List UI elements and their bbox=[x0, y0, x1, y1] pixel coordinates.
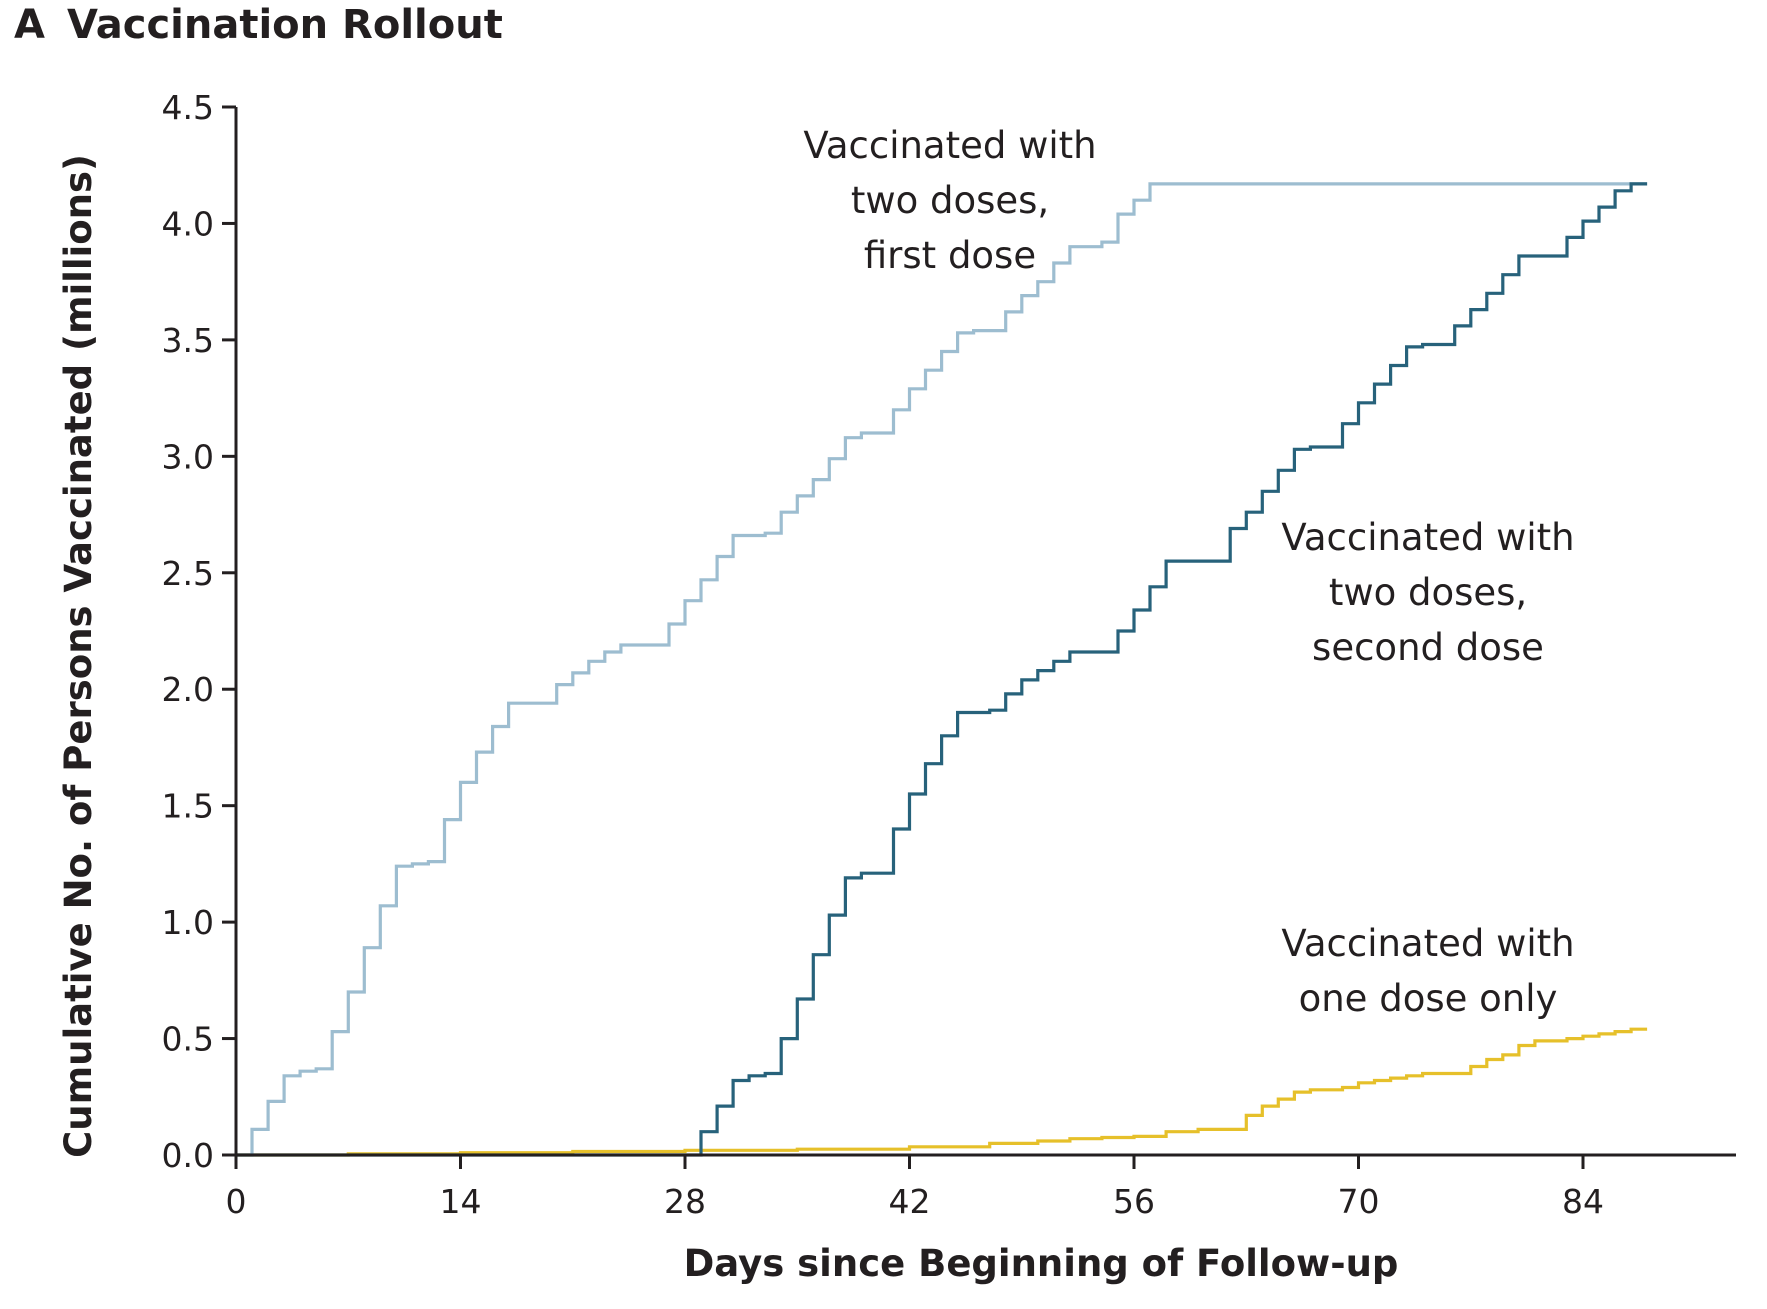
y-tick-label: 0.5 bbox=[162, 1020, 214, 1059]
series-label-line: first dose bbox=[864, 234, 1036, 277]
series-label-first-dose: Vaccinated with two doses, first dose bbox=[803, 124, 1096, 277]
series-label-line: one dose only bbox=[1299, 977, 1558, 1020]
y-axis-title: Cumulative No. of Persons Vaccinated (mi… bbox=[57, 154, 100, 1158]
series-label-line: Vaccinated with bbox=[1281, 922, 1574, 965]
y-tick-label: 4.5 bbox=[162, 88, 214, 127]
x-axis-title: Days since Beginning of Follow-up bbox=[684, 1242, 1399, 1285]
series-line-first-dose bbox=[236, 182, 1648, 1157]
y-tick-label: 1.0 bbox=[162, 903, 214, 942]
series-line-one-dose bbox=[236, 1027, 1648, 1157]
axes bbox=[234, 107, 1736, 1157]
axis-ticks: 0.0 0.5 1.0 1.5 2.0 2.5 3.0 3.5 4.0 4.5 0 14 28 42 56 7… bbox=[162, 88, 1604, 1221]
y-tick-label: 2.0 bbox=[162, 670, 214, 709]
y-tick-label: 4.0 bbox=[162, 204, 214, 243]
panel-letter: A bbox=[14, 2, 45, 48]
panel-title: A Vaccination Rollout bbox=[14, 2, 503, 48]
series-line-second-dose bbox=[236, 182, 1648, 1157]
series-label-line: Vaccinated with bbox=[1281, 516, 1574, 559]
series-label-one-dose: Vaccinated with one dose only bbox=[1281, 922, 1574, 1020]
x-tick-label: 84 bbox=[1562, 1182, 1604, 1221]
y-tick-label: 1.5 bbox=[162, 787, 214, 826]
y-tick-label: 2.5 bbox=[162, 554, 214, 593]
series-label-line: two doses, bbox=[851, 179, 1049, 222]
x-tick-label: 14 bbox=[440, 1182, 482, 1221]
x-tick-label: 0 bbox=[226, 1182, 247, 1221]
y-tick-label: 0.0 bbox=[162, 1136, 214, 1175]
x-tick-label: 70 bbox=[1338, 1182, 1380, 1221]
x-tick-label: 56 bbox=[1113, 1182, 1155, 1221]
series-label-line: Vaccinated with bbox=[803, 124, 1096, 167]
chart-title: Vaccination Rollout bbox=[66, 2, 503, 48]
series-label-line: second dose bbox=[1312, 626, 1544, 669]
series-label-second-dose: Vaccinated with two doses, second dose bbox=[1281, 516, 1574, 669]
y-tick-label: 3.5 bbox=[162, 321, 214, 360]
y-tick-label: 3.0 bbox=[162, 437, 214, 476]
x-tick-label: 28 bbox=[664, 1182, 706, 1221]
series-label-line: two doses, bbox=[1329, 571, 1527, 614]
x-tick-label: 42 bbox=[889, 1182, 931, 1221]
series-lines bbox=[236, 182, 1648, 1157]
series-annotations: Vaccinated with two doses, first doseVacci… bbox=[803, 124, 1574, 1020]
